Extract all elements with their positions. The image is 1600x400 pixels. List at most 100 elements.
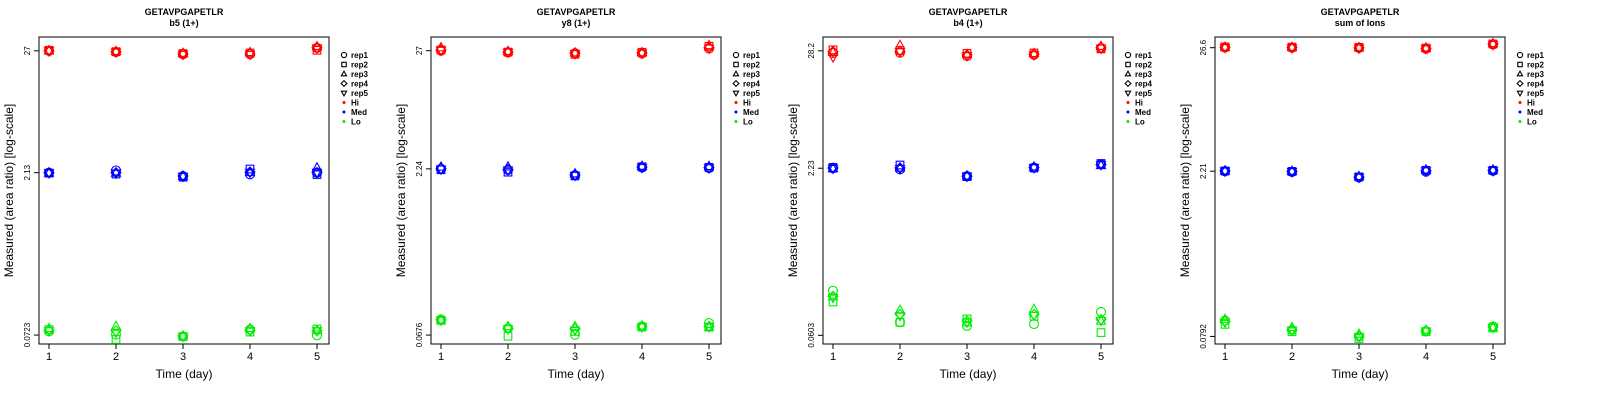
data-point-med-rep5 — [894, 164, 906, 175]
data-point-lo-rep3 — [1028, 303, 1040, 313]
legend-marker-rep5 — [732, 90, 740, 97]
legend-marker-rep5 — [340, 90, 348, 97]
data-point-hi-rep3 — [502, 45, 514, 56]
data-point-lo-rep1 — [569, 329, 581, 340]
data-point-lo-rep5 — [961, 318, 973, 329]
data-point-med-rep3 — [636, 160, 648, 170]
legend-label-rep3: rep3 — [743, 70, 760, 79]
data-point-med-rep5 — [961, 172, 973, 183]
data-point-lo-rep2 — [828, 297, 838, 307]
y-tick-label: 26.6 — [1199, 39, 1208, 55]
data-point-lo-rep5 — [1219, 318, 1231, 329]
x-tick-label: 1 — [830, 351, 836, 363]
data-point-hi-rep2 — [111, 47, 121, 57]
legend-marker-rep3 — [1516, 70, 1524, 77]
legend-marker-rep1 — [1516, 51, 1524, 59]
y-axis-label: Measured (area ratio) [log-scale] — [394, 104, 408, 277]
data-point-med-rep2 — [1488, 165, 1498, 175]
legend-label-lo: Lo — [351, 118, 361, 127]
data-point-med-rep3 — [244, 166, 256, 177]
legend-dot-lo — [1126, 120, 1130, 123]
y-tick-label: 0.0792 — [1199, 324, 1208, 349]
data-point-med-rep5 — [502, 166, 514, 177]
x-tick-label: 4 — [247, 351, 253, 363]
chart-subtitle: b5 (1+) — [169, 18, 198, 28]
data-point-lo-rep5 — [502, 325, 514, 335]
x-tick-label: 4 — [639, 351, 645, 363]
x-tick-label: 2 — [505, 351, 511, 363]
data-point-lo-rep3 — [636, 319, 648, 330]
data-point-med-rep5 — [1420, 167, 1432, 178]
data-point-hi-rep5 — [1286, 44, 1298, 54]
data-point-lo-rep5 — [244, 327, 256, 337]
legend-label-rep1: rep1 — [351, 51, 368, 60]
data-point-hi-rep5 — [435, 46, 447, 57]
data-point-med-rep5 — [311, 168, 323, 179]
legend-dot-med — [1518, 110, 1522, 114]
y-axis-label: Measured (area ratio) [log-scale] — [786, 104, 800, 277]
data-point-hi-rep5 — [110, 48, 122, 59]
data-point-hi-rep5 — [177, 50, 189, 61]
data-point-lo-rep5 — [435, 316, 447, 327]
data-point-lo-rep3 — [435, 313, 447, 324]
legend-marker-rep4 — [732, 79, 740, 88]
data-point-hi-rep5 — [244, 50, 256, 61]
x-tick-label: 1 — [438, 351, 444, 363]
y-tick-label: 27 — [23, 46, 32, 55]
data-point-med-rep3 — [1487, 163, 1499, 174]
data-point-hi-rep5 — [1095, 44, 1107, 55]
data-point-lo-rep5 — [1420, 327, 1432, 338]
legend-label-rep4: rep4 — [1135, 80, 1152, 89]
plot-frame — [38, 36, 330, 345]
data-point-lo-rep3 — [1487, 321, 1499, 332]
y-axis-label: Measured (area ratio) [log-scale] — [2, 104, 16, 277]
legend-label-rep5: rep5 — [1135, 89, 1152, 98]
data-point-lo-rep5 — [43, 327, 55, 337]
x-tick-label: 3 — [964, 351, 970, 363]
data-point-med-rep3 — [827, 162, 839, 173]
chart-title: GETAVPGAPETLR — [929, 7, 1008, 17]
x-tick-label: 5 — [706, 351, 712, 363]
legend-label-rep2: rep2 — [743, 61, 760, 70]
x-axis-label: Time (day) — [940, 367, 997, 381]
plot-frame — [822, 36, 1114, 345]
legend-label-rep2: rep2 — [1135, 61, 1152, 70]
legend-dot-lo — [734, 120, 738, 123]
data-point-med-rep5 — [1286, 168, 1298, 178]
data-point-hi-rep5 — [1028, 51, 1040, 62]
data-point-lo-rep5 — [703, 323, 715, 334]
chart-subtitle: y8 (1+) — [562, 18, 591, 28]
x-tick-label: 5 — [1490, 351, 1496, 363]
data-point-hi-rep5 — [894, 48, 906, 58]
data-point-med-rep3 — [1353, 170, 1365, 181]
data-point-lo-rep5 — [1487, 323, 1499, 334]
data-point-hi-rep1 — [827, 47, 839, 59]
legend-dot-hi — [1518, 101, 1522, 104]
data-point-med-rep5 — [569, 171, 581, 182]
data-point-hi-rep3 — [961, 48, 973, 59]
data-point-hi-rep5 — [961, 52, 973, 62]
y-tick-label: 2.13 — [23, 164, 32, 180]
legend-label-med: Med — [1135, 108, 1151, 117]
data-point-med-rep3 — [1095, 159, 1107, 170]
data-point-hi-rep5 — [827, 53, 839, 64]
legend-dot-med — [342, 110, 346, 114]
data-point-med-rep3 — [177, 170, 189, 180]
legend-label-rep3: rep3 — [1527, 70, 1544, 79]
chart-title: GETAVPGAPETLR — [1321, 7, 1400, 17]
data-point-hi-rep5 — [1487, 40, 1499, 51]
data-point-hi-rep5 — [311, 44, 323, 55]
plot-frame — [1214, 36, 1506, 345]
data-point-med-rep5 — [435, 165, 447, 176]
legend-label-rep1: rep1 — [743, 51, 760, 60]
chart-title: GETAVPGAPETLR — [145, 7, 224, 17]
data-point-lo-rep5 — [827, 293, 839, 304]
x-axis-label: Time (day) — [548, 367, 605, 381]
data-point-hi-rep3 — [177, 47, 189, 57]
legend-label-rep4: rep4 — [1527, 80, 1544, 89]
data-point-med-rep5 — [43, 169, 55, 180]
legend-dot-med — [734, 110, 738, 114]
data-point-hi-rep5 — [1420, 45, 1432, 55]
data-point-med-rep3 — [1028, 160, 1040, 171]
